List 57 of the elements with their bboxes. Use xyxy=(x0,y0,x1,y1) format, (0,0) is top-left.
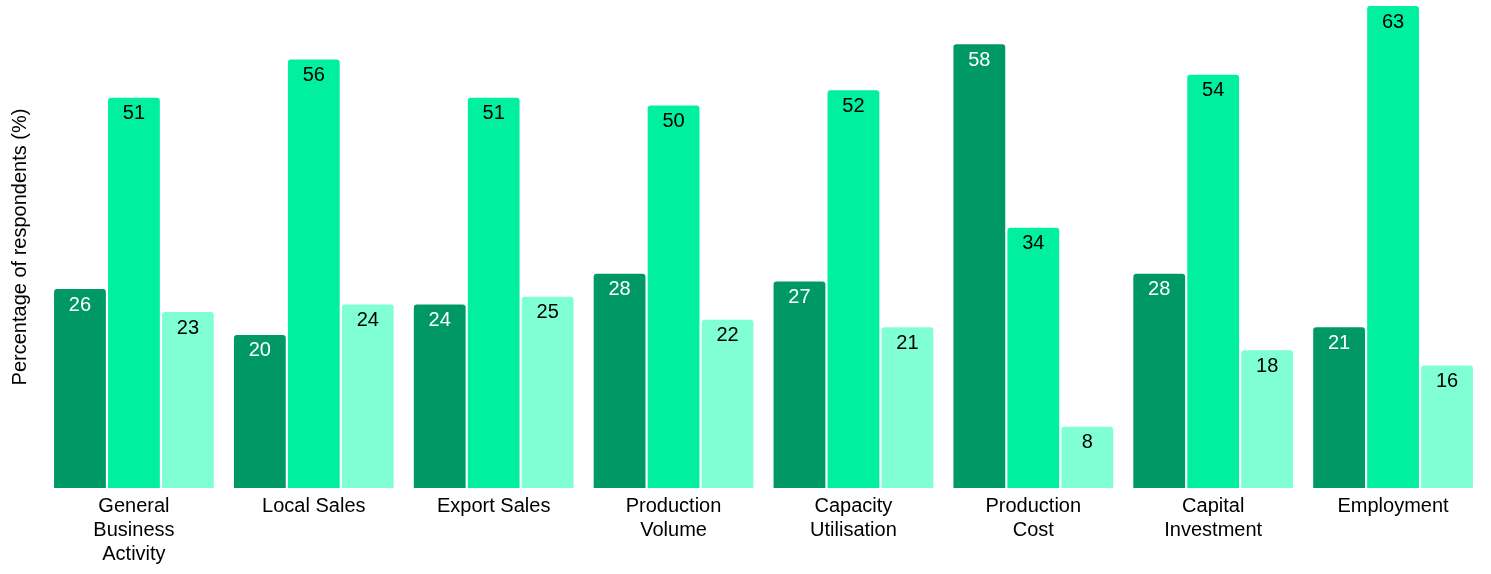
bar xyxy=(1007,227,1060,488)
data-label: 28 xyxy=(1148,277,1171,300)
bar xyxy=(341,304,394,488)
x-tick-label: Export Sales xyxy=(436,493,551,516)
bar xyxy=(827,90,880,488)
bar xyxy=(287,59,340,488)
data-label: 24 xyxy=(356,307,379,330)
x-tick-label: Capital Investment xyxy=(1164,493,1263,540)
data-label: 23 xyxy=(176,315,200,338)
data-label: 51 xyxy=(482,101,505,124)
data-label: 20 xyxy=(248,338,271,361)
bar xyxy=(521,296,574,488)
data-label: 26 xyxy=(68,292,92,315)
bar xyxy=(54,289,106,488)
data-label: 34 xyxy=(1022,231,1045,254)
x-tick-label: Capacity Utilisation xyxy=(810,493,897,540)
bar xyxy=(881,327,934,488)
data-label: 50 xyxy=(662,108,685,131)
bar xyxy=(1241,350,1294,488)
bar xyxy=(162,312,214,488)
data-label: 18 xyxy=(1256,353,1279,376)
x-tick-label: General Business Activity xyxy=(93,493,175,564)
bar xyxy=(1367,6,1419,488)
y-axis-title: Percentage of respondents (%) xyxy=(7,108,30,386)
bar xyxy=(1061,426,1114,488)
bar xyxy=(413,304,466,488)
data-label: 52 xyxy=(842,93,865,116)
data-label: 54 xyxy=(1202,78,1225,101)
bar xyxy=(1421,365,1473,488)
bar xyxy=(1313,327,1365,488)
data-label: 24 xyxy=(428,307,451,330)
data-label: 16 xyxy=(1435,369,1459,392)
bar xyxy=(1187,74,1240,488)
x-tick-label: Employment xyxy=(1337,493,1450,516)
bar xyxy=(108,97,160,488)
bar xyxy=(953,44,1006,488)
x-tick-label: Production Volume xyxy=(625,493,722,540)
data-label: 58 xyxy=(968,47,991,70)
bar xyxy=(1133,273,1186,488)
data-label: 56 xyxy=(302,63,325,86)
bar xyxy=(701,319,754,488)
bar xyxy=(773,281,826,488)
data-label: 51 xyxy=(122,101,146,124)
data-label: 28 xyxy=(608,277,631,300)
data-label: 21 xyxy=(896,330,919,353)
data-label: 22 xyxy=(716,323,739,346)
data-label: 63 xyxy=(1381,9,1405,32)
bar xyxy=(647,105,700,488)
x-tick-label: Local Sales xyxy=(262,493,366,516)
x-tick-label: Production Cost xyxy=(985,493,1082,540)
bar xyxy=(593,273,646,488)
data-label: 25 xyxy=(536,300,559,323)
data-label: 21 xyxy=(1327,330,1351,353)
data-label: 8 xyxy=(1081,430,1093,453)
data-label: 27 xyxy=(788,284,811,307)
bar xyxy=(233,334,286,488)
bar xyxy=(467,97,520,488)
